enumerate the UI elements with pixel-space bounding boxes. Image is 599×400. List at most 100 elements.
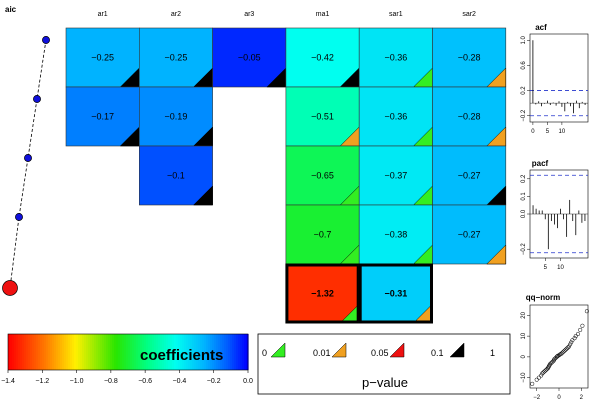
cell-fill	[358, 204, 433, 265]
colorbar-strip	[46, 334, 49, 370]
colorbar-strip	[234, 334, 237, 370]
pvalue-legend-triangle	[389, 342, 405, 358]
colorbar-strip	[208, 334, 211, 370]
heatmap-cell-sar2-1: −0.28	[432, 27, 507, 88]
qq-point	[570, 338, 575, 343]
colorbar-strip	[96, 334, 99, 370]
qq-point	[542, 369, 547, 374]
coefficient-colorbar: −1.4 −1.2 −1.0 −0.8 −0.6 −0.4 −0.2 0.0 coefficie…	[1, 333, 253, 385]
cell-value: −0.31	[384, 289, 407, 299]
qq-point	[561, 349, 566, 354]
colorbar-strip	[130, 334, 133, 370]
qq-point	[540, 371, 545, 376]
qq-point	[578, 327, 583, 332]
colorbar-strip	[116, 334, 119, 370]
aic-panel: aic	[2, 5, 50, 296]
pacf-panel: pacf −0.2 0.0 0.1 0.2 5 10	[521, 159, 589, 271]
cell-fill	[285, 204, 360, 265]
colorbar-strip	[102, 334, 105, 370]
colorbar-strip	[194, 334, 197, 370]
colorbar-tick-label: −0.4	[173, 378, 187, 385]
colorbar-strip	[66, 334, 69, 370]
heatmap-cell-sar1-3: −0.37	[358, 145, 433, 206]
colorbar-strip	[146, 334, 149, 370]
cell-value: −0.51	[311, 112, 334, 122]
heatmap-cell-ma1-3: −0.65	[285, 145, 360, 206]
colorbar-strip	[64, 334, 67, 370]
qq-point	[549, 361, 554, 366]
colorbar-strip	[182, 334, 185, 370]
cell-fill	[65, 86, 140, 147]
colorbar-strip	[134, 334, 137, 370]
qq-ytick-label: 10	[521, 332, 527, 339]
colorbar-strip	[166, 334, 169, 370]
colorbar-strip	[38, 334, 41, 370]
qq-point	[536, 375, 541, 380]
qq-point	[562, 348, 567, 353]
cell-fill	[432, 145, 507, 206]
colorbar-strip	[122, 334, 125, 370]
colorbar-strip	[22, 334, 25, 370]
colorbar-strip	[12, 334, 15, 370]
colorbar-strip	[128, 334, 131, 370]
colorbar-strip	[24, 334, 27, 370]
colorbar-strip	[62, 334, 65, 370]
pvalue-legend: 0 0.01 0.05 0.1 1 p−value	[257, 333, 511, 395]
qq-point	[530, 381, 535, 386]
colorbar-strip	[150, 334, 153, 370]
qq-xtick-label: 2	[580, 395, 584, 400]
colorbar-strip	[120, 334, 123, 370]
colorbar-tick-label: −1.0	[70, 378, 84, 385]
heatmap-cell-sar2-4: −0.27	[432, 204, 507, 265]
colorbar-strip	[28, 334, 31, 370]
colorbar-strip	[100, 334, 103, 370]
cell-fill	[358, 86, 433, 147]
colorbar-strip	[238, 334, 241, 370]
heatmap-cell-ma1-2: −0.51	[285, 86, 360, 147]
heatmap-cell-ma1-5: −1.32	[285, 263, 360, 324]
heatmap-cell-ar1-1: −0.25	[65, 27, 140, 88]
colorbar-strip	[72, 334, 75, 370]
selected-model-outline	[285, 263, 360, 324]
colorbar-strip	[52, 334, 55, 370]
aic-point	[24, 154, 32, 162]
colorbar-strip	[246, 334, 249, 370]
colorbar-strip	[30, 334, 33, 370]
colorbar-strip	[98, 334, 101, 370]
qq-point	[543, 368, 548, 373]
colorbar-strip	[236, 334, 239, 370]
cell-fill	[358, 145, 433, 206]
colorbar-strip	[168, 334, 171, 370]
qq-point	[546, 364, 552, 369]
colorbar-strip	[82, 334, 85, 370]
cell-value: −0.19	[165, 112, 188, 122]
cell-fill	[432, 27, 507, 88]
column-label-ma1: ma1	[316, 11, 330, 18]
pacf-xtick-label: 5	[544, 265, 548, 271]
cell-fill	[139, 86, 213, 147]
colorbar-strip	[240, 334, 243, 370]
colorbar-strip	[190, 334, 193, 370]
pvalue-triangle	[192, 185, 213, 206]
colorbar-tick-label: −0.2	[207, 378, 221, 385]
colorbar-strip	[180, 334, 183, 370]
cell-value: −0.36	[384, 53, 407, 63]
colorbar-strip	[160, 334, 163, 370]
heatmap-cell-ar2-1: −0.25	[139, 27, 213, 88]
colorbar-strip	[84, 334, 87, 370]
qq-point	[555, 353, 560, 358]
heatmap-cell-ar2-3: −0.1	[139, 145, 213, 206]
colorbar-strip	[44, 334, 47, 370]
qq-plot-frame	[529, 304, 589, 389]
colorbar-strip	[216, 334, 219, 370]
colorbar-strip	[104, 334, 107, 370]
colorbar-strip	[58, 334, 61, 370]
colorbar-strip	[242, 334, 245, 370]
colorbar-strip	[34, 334, 37, 370]
colorbar-strip	[16, 334, 19, 370]
column-label-ar1: ar1	[98, 11, 108, 18]
heatmap-cell-ar3-1: −0.05	[212, 27, 287, 88]
pacf-ytick-label: 0.0	[521, 209, 527, 218]
cell-value: −0.65	[311, 171, 334, 181]
heatmap-cell-ar2-2: −0.19	[139, 86, 213, 147]
